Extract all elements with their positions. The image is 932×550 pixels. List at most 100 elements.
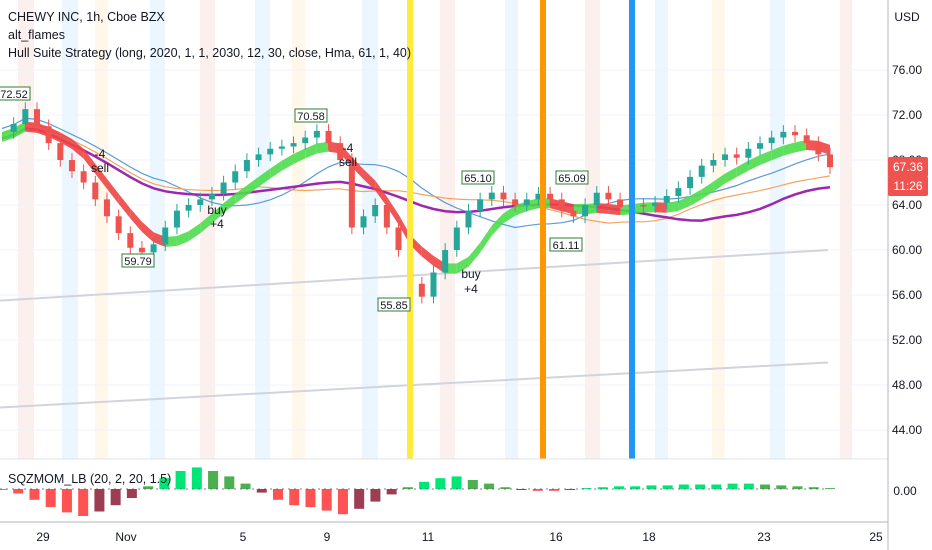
bar-countdown-tag: 11:26 — [888, 176, 928, 196]
candle-body — [570, 210, 577, 217]
osc-bar — [61, 489, 72, 513]
osc-bar — [321, 489, 332, 511]
ma-line-grey-1 — [0, 249, 829, 302]
osc-bar — [662, 485, 673, 489]
hull-segment — [503, 205, 516, 224]
candle-body — [488, 192, 495, 200]
candle-body — [477, 199, 484, 211]
candle-body — [803, 135, 810, 144]
price-tick-label: 76.00 — [892, 63, 922, 77]
osc-bar — [825, 488, 835, 490]
hull-segment — [235, 185, 247, 204]
hull-segment — [386, 196, 399, 225]
candle-body — [640, 205, 647, 207]
signal-label: buy — [207, 203, 226, 217]
candle-body — [547, 193, 554, 200]
indicator-alt-flames[interactable]: alt_flames — [8, 28, 65, 42]
hull-segment — [316, 141, 329, 154]
osc-bar — [402, 487, 413, 489]
price-tick-label: 44.00 — [892, 423, 922, 437]
hull-segment — [71, 138, 84, 159]
hull-segment — [106, 178, 119, 204]
candle-body — [33, 109, 40, 127]
symbol-title[interactable]: CHEWY INC, 1h, Cboe BZX — [8, 10, 165, 24]
candle-body — [757, 143, 764, 149]
osc-bar — [94, 489, 105, 512]
candle-body — [80, 171, 87, 183]
candle-body — [698, 165, 705, 177]
hull-segment — [270, 160, 282, 179]
candle-body — [173, 210, 180, 228]
candle-body — [348, 160, 355, 228]
candle-body — [535, 193, 542, 200]
candle-body — [290, 143, 297, 147]
ma-line-purple — [1, 127, 831, 222]
hull-segment — [760, 150, 772, 165]
osc-bar — [126, 489, 137, 498]
osc-bar — [159, 478, 170, 489]
indicator-hull-suite[interactable]: Hull Suite Strategy (long, 2020, 1, 1, 2… — [8, 46, 412, 60]
session-stripe — [255, 0, 270, 459]
hull-segment — [305, 143, 317, 159]
price-label-box — [121, 253, 155, 268]
osc-zero-tick: 0.00 — [893, 484, 917, 498]
price-label-box — [0, 86, 31, 101]
candle-body — [722, 154, 729, 160]
osc-bar — [727, 483, 738, 489]
candle-body — [150, 244, 157, 253]
candle-body — [243, 160, 250, 172]
time-tick-label: 29 — [36, 530, 50, 544]
candle-body — [733, 154, 740, 158]
candle-body — [675, 188, 682, 196]
candle-body — [430, 272, 437, 297]
hull-segment — [13, 121, 26, 138]
price-label-text: 61.11 — [553, 240, 580, 252]
candle-body — [827, 154, 833, 168]
osc-bar — [354, 489, 365, 509]
osc-bar — [500, 487, 511, 489]
hull-segment — [596, 202, 609, 214]
osc-bar — [370, 489, 381, 502]
indicator-sqzmom[interactable]: SQZMOM_LB (20, 2, 20, 1.5) — [8, 472, 172, 486]
candle-body — [45, 126, 52, 144]
candle-body — [22, 109, 29, 124]
osc-bar — [110, 489, 121, 506]
osc-bar — [435, 478, 446, 489]
osc-bar — [549, 489, 559, 491]
session-stripe — [505, 0, 518, 459]
candle-body — [10, 124, 17, 132]
hull-segment — [246, 176, 259, 196]
hull-segment — [666, 200, 679, 213]
osc-bar — [256, 489, 267, 493]
hull-segment — [725, 167, 737, 184]
price-labels: 72.52 59.79 70.58 55.85 65.10 65.09 61.11 — [0, 86, 589, 312]
candle-body — [453, 227, 460, 250]
osc-bar — [0, 489, 7, 490]
osc-bar — [289, 489, 300, 506]
price-label-box — [549, 237, 583, 252]
session-stripe — [362, 0, 378, 459]
session-stripe — [62, 0, 78, 459]
hull-segment — [223, 193, 236, 214]
hull-segment — [736, 160, 749, 178]
osc-bar — [224, 476, 235, 489]
osc-bar — [29, 489, 40, 500]
candle-body — [663, 196, 670, 203]
price-label-text: 70.58 — [297, 111, 325, 123]
osc-bar — [792, 486, 803, 489]
candle-body — [523, 199, 530, 205]
hull-segment — [748, 154, 761, 171]
candle-body — [103, 199, 110, 217]
osc-bar — [532, 489, 543, 491]
osc-bar — [743, 483, 754, 489]
candle-body — [208, 193, 215, 200]
osc-bar — [305, 489, 316, 507]
signal-text: sell — [91, 161, 109, 175]
hull-segment — [130, 208, 142, 232]
candle-body — [127, 233, 134, 248]
ma-line-orange — [1, 123, 831, 224]
osc-bar — [191, 467, 202, 489]
price-tick-label: 48.00 — [892, 378, 922, 392]
